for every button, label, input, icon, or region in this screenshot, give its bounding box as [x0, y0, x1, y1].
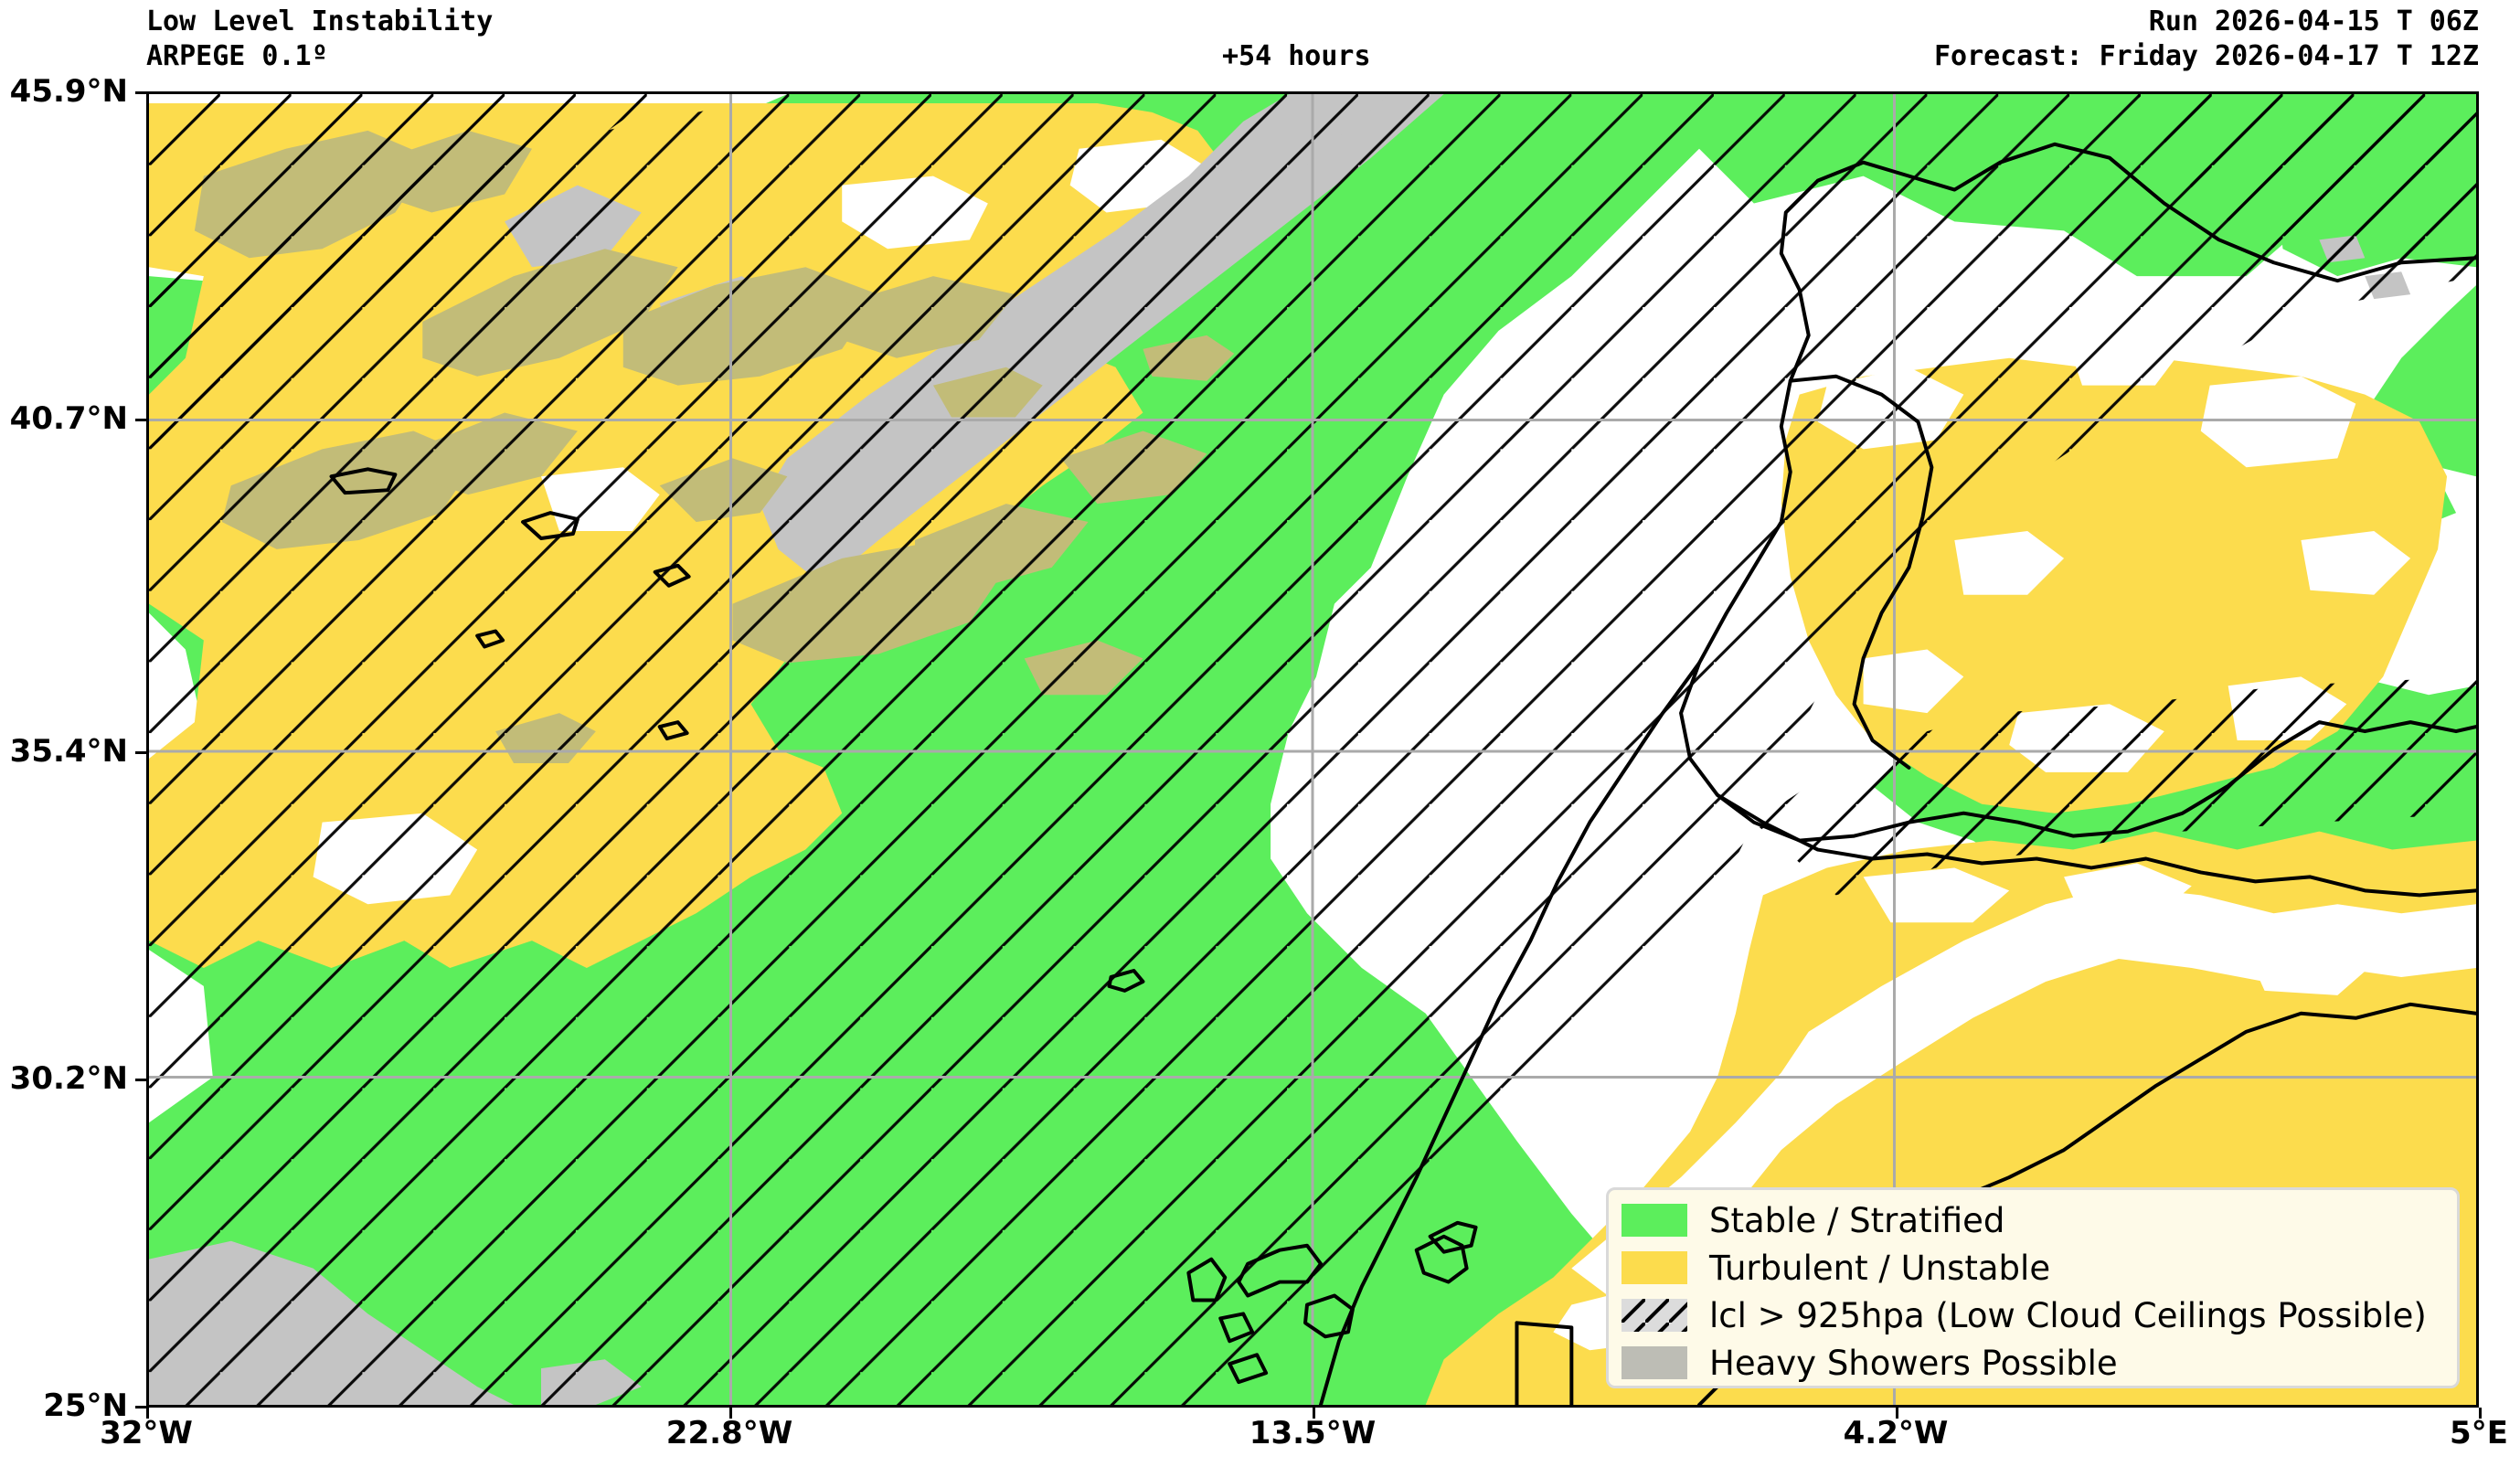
map-plot-area[interactable]: Stable / Stratified Turbulent / Unstable… — [146, 91, 2479, 1408]
legend-swatch-showers — [1622, 1346, 1687, 1379]
legend-label-lcl: lcl > 925hpa (Low Cloud Ceilings Possibl… — [1709, 1295, 2427, 1335]
legend-label-showers: Heavy Showers Possible — [1709, 1343, 2118, 1383]
page-title: Low Level Instability — [146, 5, 494, 37]
legend-row-stable: Stable / Stratified — [1622, 1199, 2444, 1241]
x-axis-tick-label-0: 32°W — [100, 1415, 193, 1451]
x-axis-tick-label-3: 4.2°W — [1843, 1415, 1949, 1451]
y-axis-tick-2 — [135, 751, 146, 754]
y-axis-tick-label-1: 40.7°N — [9, 400, 128, 437]
y-axis-tick-1 — [135, 419, 146, 421]
x-axis-tick-2 — [1313, 1408, 1315, 1419]
legend-swatch-lcl — [1622, 1299, 1687, 1332]
y-axis-tick-label-0: 45.9°N — [9, 73, 128, 110]
x-axis-tick-label-4: 5°E — [2450, 1415, 2508, 1451]
y-axis-tick-label-2: 35.4°N — [9, 733, 128, 770]
lead-time-label: +54 hours — [1222, 40, 1371, 72]
legend: Stable / Stratified Turbulent / Unstable… — [1606, 1187, 2460, 1388]
x-axis-tick-1 — [729, 1408, 732, 1419]
x-axis-tick-3 — [1896, 1408, 1898, 1419]
legend-swatch-stable — [1622, 1204, 1687, 1237]
y-axis-tick-3 — [135, 1079, 146, 1081]
legend-row-showers: Heavy Showers Possible — [1622, 1342, 2444, 1384]
legend-row-lcl: lcl > 925hpa (Low Cloud Ceilings Possibl… — [1622, 1294, 2444, 1336]
y-axis-tick-label-3: 30.2°N — [9, 1060, 128, 1097]
x-axis-tick-label-1: 22.8°W — [665, 1415, 793, 1451]
y-axis-tick-0 — [135, 91, 146, 94]
legend-row-turbulent: Turbulent / Unstable — [1622, 1247, 2444, 1289]
x-axis-tick-label-2: 13.5°W — [1249, 1415, 1377, 1451]
map-canvas — [149, 94, 2476, 1405]
y-axis-tick-4 — [135, 1406, 146, 1409]
legend-label-turbulent: Turbulent / Unstable — [1709, 1248, 2051, 1288]
run-time-label: Run 2026-04-15 T 06Z — [2148, 5, 2479, 37]
legend-swatch-turbulent — [1622, 1251, 1687, 1284]
x-axis-tick-0 — [146, 1408, 149, 1419]
y-axis-tick-label-4: 25°N — [43, 1387, 128, 1424]
legend-label-stable: Stable / Stratified — [1709, 1200, 2005, 1240]
forecast-time-label: Forecast: Friday 2026-04-17 T 12Z — [1933, 40, 2479, 72]
model-label: ARPEGE 0.1º — [146, 40, 328, 72]
header: Low Level Instability ARPEGE 0.1º +54 ho… — [0, 0, 2520, 91]
x-axis-tick-4 — [2479, 1408, 2482, 1419]
